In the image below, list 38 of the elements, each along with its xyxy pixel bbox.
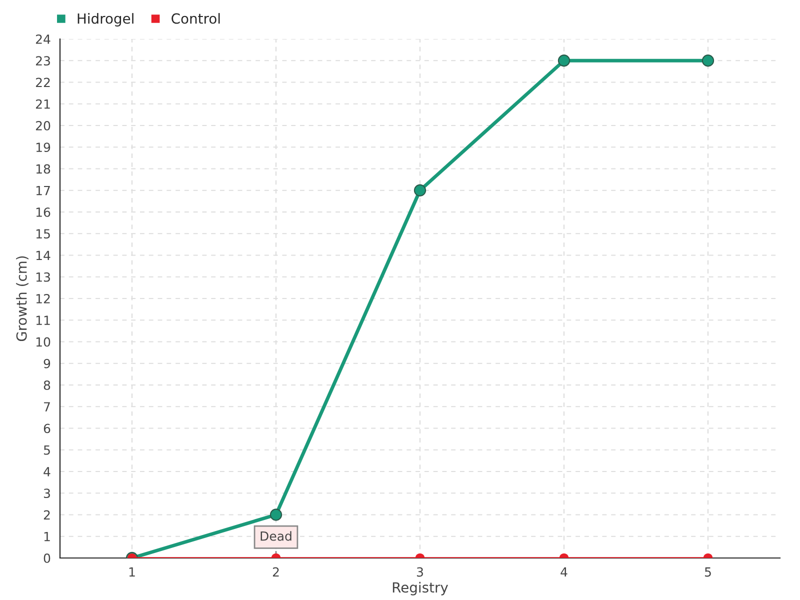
point	[558, 54, 570, 67]
y-tick-label: 11	[36, 316, 50, 325]
y-axis-title: Growth (cm)	[16, 256, 28, 342]
y-tick-label: 24	[36, 34, 50, 44]
y-tick-label: 9	[44, 358, 50, 368]
x-tick-label: 1	[129, 567, 135, 577]
y-tick-label: 2	[44, 510, 50, 520]
y-tick-label: 3	[44, 488, 50, 498]
y-tick-label: 4	[44, 467, 50, 476]
legend-label: Control	[172, 13, 220, 24]
y-tick-label: 19	[36, 142, 50, 152]
y-tick-label: 6	[44, 424, 50, 434]
y-tick-label: 13	[36, 272, 50, 282]
x-axis-title: Registry	[392, 582, 448, 596]
x-tick-label: 4	[560, 567, 568, 577]
y-tick-label: 10	[36, 337, 50, 347]
x-tick-label: 3	[416, 567, 423, 577]
y-tick-label: 5	[44, 446, 50, 455]
x-tick-label: 2	[272, 567, 279, 577]
y-tick-label: 23	[36, 56, 50, 66]
y-tick-label: 8	[44, 380, 50, 390]
y-tick-label: 12	[36, 294, 50, 304]
y-tick-label: 17	[36, 186, 50, 196]
point	[702, 54, 714, 67]
y-tick-label: 0	[44, 553, 50, 563]
y-tick-label: 1	[44, 532, 50, 542]
point	[414, 184, 426, 196]
legend-label: Hidrogel	[78, 13, 134, 26]
y-tick-label: 18	[36, 164, 50, 174]
x-tick-label: 5	[704, 567, 711, 577]
y-tick-label: 15	[36, 229, 50, 239]
y-tick-label: 21	[36, 99, 50, 109]
annotation: Dead	[260, 531, 292, 541]
y-tick-label: 16	[36, 207, 50, 217]
y-tick-label: 14	[36, 250, 50, 260]
y-tick-label: 22	[36, 78, 50, 87]
y-tick-label: 7	[44, 402, 50, 412]
y-tick-label: 20	[36, 120, 50, 130]
